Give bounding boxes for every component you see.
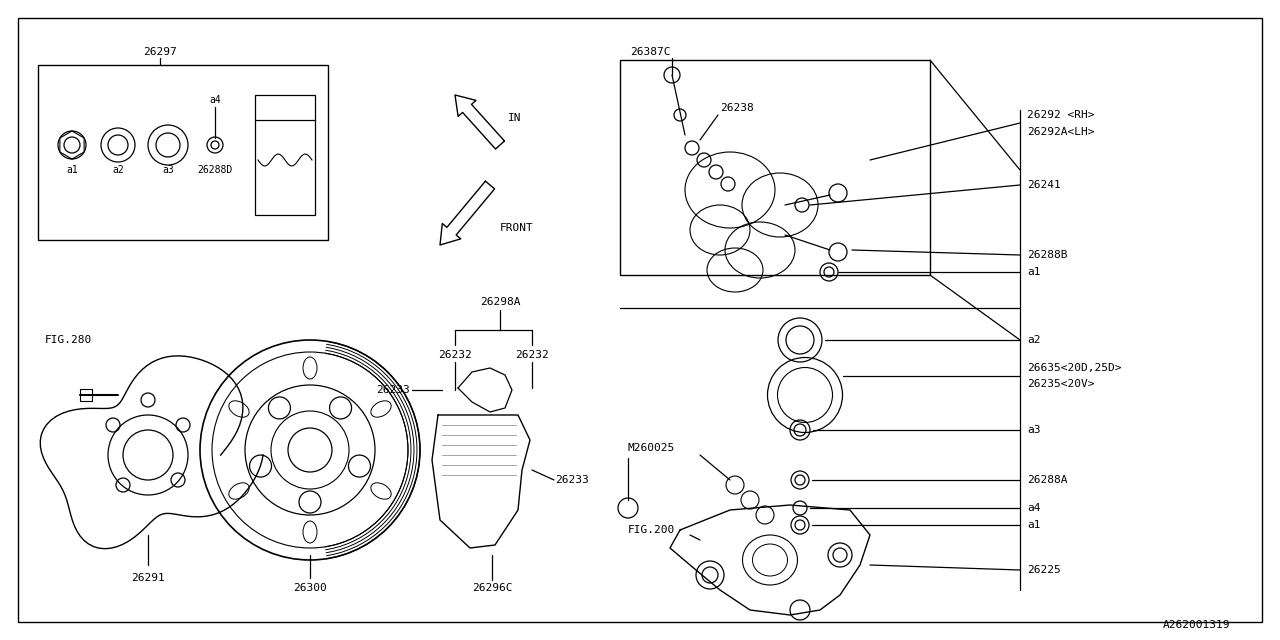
- Text: a4: a4: [209, 95, 221, 105]
- Text: 26387C: 26387C: [630, 47, 671, 57]
- Text: 26297: 26297: [143, 47, 177, 57]
- Text: 26292 <RH>: 26292 <RH>: [1027, 110, 1094, 120]
- Text: 26233: 26233: [556, 475, 589, 485]
- Text: FIG.200: FIG.200: [628, 525, 676, 535]
- Text: 26233: 26233: [376, 385, 410, 395]
- Text: a3: a3: [1027, 425, 1041, 435]
- Text: a2: a2: [113, 165, 124, 175]
- Text: FRONT: FRONT: [500, 223, 534, 233]
- Text: 26232: 26232: [515, 350, 549, 360]
- Text: IN: IN: [508, 113, 521, 123]
- Text: 26635<20D,25D>: 26635<20D,25D>: [1027, 363, 1121, 373]
- Bar: [255, 95, 315, 215]
- Text: 26291: 26291: [131, 573, 165, 583]
- Text: 26235<20V>: 26235<20V>: [1027, 379, 1094, 389]
- Text: 26288D: 26288D: [197, 165, 233, 175]
- Text: 26288B: 26288B: [1027, 250, 1068, 260]
- Text: 26296C: 26296C: [472, 583, 512, 593]
- Text: a3: a3: [163, 165, 174, 175]
- Text: a4: a4: [1027, 503, 1041, 513]
- Text: 26232: 26232: [438, 350, 472, 360]
- Text: 26300: 26300: [293, 583, 326, 593]
- Bar: [620, 60, 931, 275]
- Text: 26238: 26238: [719, 103, 754, 113]
- Text: a1: a1: [67, 165, 78, 175]
- Text: 26241: 26241: [1027, 180, 1061, 190]
- Text: a1: a1: [1027, 520, 1041, 530]
- Text: M260025: M260025: [628, 443, 676, 453]
- Text: 26292A<LH>: 26292A<LH>: [1027, 127, 1094, 137]
- Text: 26298A: 26298A: [480, 297, 520, 307]
- Text: FIG.280: FIG.280: [45, 335, 92, 345]
- Text: a1: a1: [1027, 267, 1041, 277]
- Text: a2: a2: [1027, 335, 1041, 345]
- Bar: [38, 65, 328, 240]
- Text: A262001319: A262001319: [1162, 620, 1230, 630]
- Text: 26225: 26225: [1027, 565, 1061, 575]
- Text: 26288A: 26288A: [1027, 475, 1068, 485]
